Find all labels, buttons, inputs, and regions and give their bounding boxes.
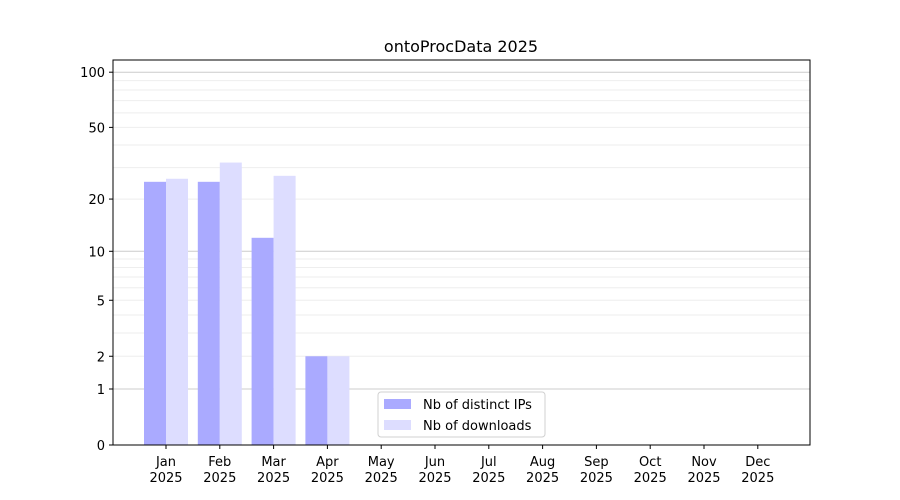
x-tick-label: Sep 2025 [580, 455, 613, 486]
plot-frame [112, 59, 811, 446]
x-tick-label: Apr 2025 [311, 455, 344, 486]
x-tick-label: Jun 2025 [418, 455, 451, 486]
legend-label: Nb of downloads [423, 419, 532, 434]
legend-box [377, 391, 546, 438]
bar-downloads [166, 178, 188, 445]
y-tick-label: 20 [88, 193, 105, 208]
legend-swatch [384, 399, 411, 409]
x-tick-label: Mar 2025 [257, 455, 290, 486]
y-tick-label: 2 [97, 350, 105, 365]
y-tick-label: 0 [97, 439, 105, 454]
bar-distinct-ips [305, 356, 328, 445]
x-tick-label: Jul 2025 [472, 455, 505, 486]
y-tick-label: 5 [97, 294, 105, 309]
x-tick-label: Feb 2025 [203, 455, 236, 486]
chart-title: ontoProcData 2025 [384, 37, 538, 56]
y-tick-label: 10 [88, 245, 105, 260]
bar-downloads [219, 162, 242, 446]
legend-label: Nb of distinct IPs [423, 398, 532, 413]
legend-swatch [384, 420, 411, 430]
bar-distinct-ips [144, 181, 166, 446]
x-tick-label: Aug 2025 [526, 455, 559, 486]
y-tick-label: 100 [80, 66, 105, 81]
x-tick-label: Oct 2025 [634, 455, 667, 486]
bar-downloads [327, 356, 350, 445]
y-tick-label: 50 [88, 121, 105, 136]
x-tick-label: May 2025 [365, 455, 398, 486]
y-tick-label: 1 [97, 383, 105, 398]
bar-distinct-ips [197, 181, 220, 446]
bar-distinct-ips [251, 237, 274, 445]
x-tick-label: Nov 2025 [687, 455, 720, 486]
bar-downloads [273, 175, 296, 445]
x-tick-label: Jan 2025 [149, 455, 182, 486]
x-tick-label: Dec 2025 [741, 455, 774, 486]
